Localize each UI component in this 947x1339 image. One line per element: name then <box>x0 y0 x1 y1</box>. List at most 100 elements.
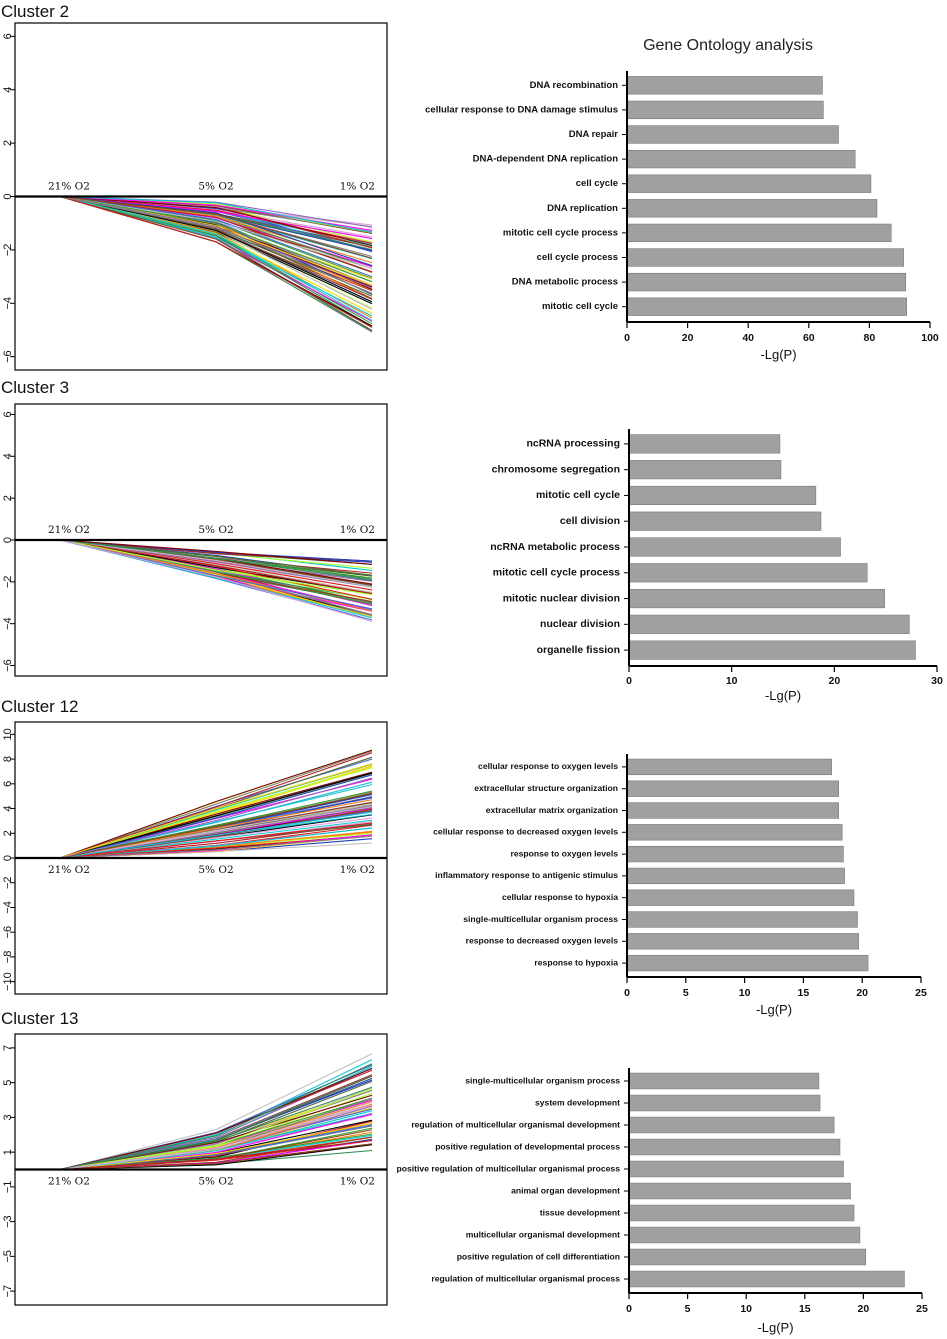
x-tick-label: 40 <box>742 332 754 344</box>
y-tick-label: 2 <box>2 495 14 501</box>
x-tick-label: 10 <box>740 1303 752 1315</box>
profile-lines <box>59 195 373 333</box>
profile-line <box>59 777 373 859</box>
x-tick-label: 30 <box>931 675 943 687</box>
condition-label: 21% O2 <box>48 524 90 536</box>
go-term-label: cellular response to DNA damage stimulus <box>425 104 618 115</box>
go-term-label: cell division <box>560 515 620 527</box>
profile-line <box>59 1088 373 1171</box>
x-tick-label: 0 <box>624 332 630 344</box>
y-tick-label: 4 <box>2 453 14 459</box>
profile-line <box>59 195 373 331</box>
y-tick-label: 7 <box>2 1045 14 1051</box>
profile-line <box>59 539 373 596</box>
profile-line <box>59 1068 373 1171</box>
condition-label: 21% O2 <box>48 864 90 876</box>
profile-panel-6: Cluster 13 −7 −5 −3 −1 1 3 5 7 21% O2 5% O2 1% O2 <box>1 1009 388 1306</box>
x-tick-label: 0 <box>626 1303 632 1315</box>
go-term-label: positive regulation of multicellular org… <box>397 1163 621 1173</box>
cluster-title: Cluster 12 <box>1 697 78 716</box>
go-bar <box>628 1072 820 1090</box>
go-term-label: single-multicellular organism process <box>463 914 618 924</box>
y-tick-label: 10 <box>2 728 14 740</box>
go-bar <box>626 248 904 267</box>
go-bar <box>628 537 841 557</box>
go-term-label: tissue development <box>540 1207 620 1217</box>
go-term-label: response to oxygen levels <box>511 848 619 858</box>
y-tick-label: −10 <box>2 972 14 991</box>
go-bar <box>628 1248 867 1266</box>
go-bar <box>628 1160 844 1178</box>
go-bar <box>626 954 869 972</box>
go-analysis-title: Gene Ontology analysis <box>643 37 813 54</box>
go-term-label: mitotic cell cycle <box>536 489 620 501</box>
profile-line <box>59 195 373 259</box>
go-term-label: chromosome segregation <box>492 463 620 475</box>
y-tick-label: −2 <box>2 244 14 257</box>
go-term-label: nuclear division <box>540 618 620 630</box>
profile-line <box>59 772 373 859</box>
profile-line <box>59 539 373 595</box>
go-bar <box>628 460 782 480</box>
x-tick-label: 10 <box>739 987 751 999</box>
profile-panel-4: Cluster 12 −10 −8 −6 −4 −2 0 2 4 6 8 10 21% O2 5% O2 1… <box>1 697 388 995</box>
go-term-label: DNA repair <box>569 129 619 140</box>
go-term-label: organelle fission <box>537 644 620 656</box>
profile-line <box>59 1063 373 1171</box>
profile-line <box>59 195 373 322</box>
condition-label: 5% O2 <box>198 1176 233 1188</box>
go-term-label: response to hypoxia <box>534 957 618 967</box>
y-tick-label: −6 <box>2 926 14 939</box>
x-tick-label: 25 <box>916 1303 928 1315</box>
y-tick-label: 2 <box>2 830 14 836</box>
x-tick-label: 20 <box>828 675 840 687</box>
x-axis-label: -Lg(P) <box>756 1002 792 1017</box>
profile-line <box>59 195 373 278</box>
profile-lines <box>59 749 373 859</box>
y-tick-label: 0 <box>2 537 14 543</box>
go-bar <box>626 149 856 169</box>
go-term-label: single-multicellular organism process <box>465 1075 620 1085</box>
go-term-label: cell cycle process <box>537 252 618 263</box>
go-bar <box>626 867 845 885</box>
profile-line <box>59 195 373 247</box>
x-tick-label: 100 <box>921 332 939 344</box>
go-bar <box>626 199 878 218</box>
condition-label: 21% O2 <box>48 181 90 193</box>
y-tick-label: −2 <box>2 576 14 589</box>
x-tick-label: 15 <box>799 1303 811 1315</box>
y-tick-label: −4 <box>2 617 14 630</box>
profile-line <box>59 195 373 283</box>
go-term-label: mitotic nuclear division <box>503 592 620 604</box>
go-term-label: cell cycle <box>576 178 618 189</box>
y-tick-label: 2 <box>2 140 14 146</box>
x-tick-label: 20 <box>856 987 868 999</box>
go-bar <box>628 563 868 583</box>
y-tick-label: −6 <box>2 350 14 363</box>
x-axis-label: -Lg(P) <box>757 1320 793 1335</box>
go-term-label: cellular response to decreased oxygen le… <box>433 827 618 837</box>
go-bar <box>628 511 822 531</box>
go-term-label: regulation of multicellular organismal p… <box>431 1273 620 1283</box>
profile-line <box>59 750 373 859</box>
y-tick-label: 6 <box>2 411 14 417</box>
go-term-label: positive regulation of developmental pro… <box>435 1141 620 1151</box>
condition-label: 21% O2 <box>48 1176 90 1188</box>
go-term-label: DNA-dependent DNA replication <box>473 154 619 165</box>
y-tick-label: −1 <box>2 1181 14 1194</box>
y-tick-label: 8 <box>2 756 14 762</box>
x-tick-label: 80 <box>864 332 876 344</box>
go-term-label: extracellular structure organization <box>474 783 618 793</box>
y-tick-label: 6 <box>2 781 14 787</box>
go-term-label: positive regulation of cell differentiat… <box>457 1251 620 1261</box>
go-bar <box>628 614 910 634</box>
go-bar <box>628 640 916 660</box>
x-tick-label: 15 <box>798 987 810 999</box>
go-panel-7: single-multicellular organism process sys… <box>397 1068 928 1335</box>
go-bar <box>628 1182 851 1200</box>
go-bar <box>626 125 839 144</box>
go-panel-3: ncRNA processing chromosome segregation mi… <box>490 429 943 703</box>
go-term-label: mitotic cell cycle process <box>493 567 620 579</box>
profile-line <box>59 539 373 582</box>
go-bar <box>628 1204 855 1222</box>
